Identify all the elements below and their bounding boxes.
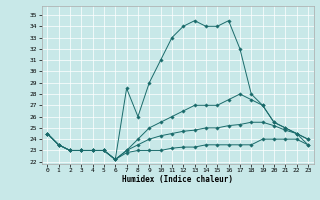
X-axis label: Humidex (Indice chaleur): Humidex (Indice chaleur): [122, 175, 233, 184]
